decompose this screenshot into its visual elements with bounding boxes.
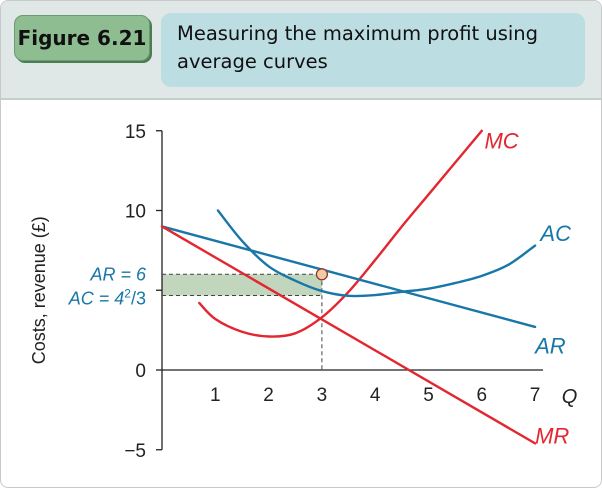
curves xyxy=(160,129,537,445)
y-axis-label: Costs, revenue (£) xyxy=(29,216,49,364)
x-axis-label: Q xyxy=(562,386,578,408)
x-ticks: 1 2 3 4 5 6 7 xyxy=(210,385,540,406)
annotation-ac-sup: 2 xyxy=(124,287,131,301)
series-label-mc: MC xyxy=(484,128,518,153)
x-tick-label: 5 xyxy=(423,385,434,406)
y-tick-label: 10 xyxy=(125,202,146,223)
curve-mr xyxy=(160,225,537,445)
x-tick-label: 2 xyxy=(263,385,274,406)
figure-label: Figure 6.21 xyxy=(14,15,150,61)
series-label-ar: AR xyxy=(533,333,566,358)
x-tick-label: 6 xyxy=(477,385,488,406)
curve-mc xyxy=(198,129,483,338)
x-tick-label: 1 xyxy=(210,385,221,406)
profit-area xyxy=(162,274,322,296)
series-label-ac: AC xyxy=(538,221,571,246)
annotation-ac-prefix: AC = 4 xyxy=(68,289,125,309)
x-tick-label: 7 xyxy=(530,385,541,406)
optimum-point xyxy=(315,268,329,281)
x-tick-label: 4 xyxy=(370,385,381,406)
y-tick-label: 15 xyxy=(125,122,146,143)
y-tick-label: −5 xyxy=(124,441,146,462)
x-tick-label: 3 xyxy=(317,385,328,406)
figure-header: Figure 6.21 Measuring the maximum profit… xyxy=(1,1,601,100)
figure-title-box: Measuring the maximum profit using avera… xyxy=(161,13,585,87)
curve-ac xyxy=(216,209,537,298)
annotation-ac-suffix: /3 xyxy=(131,289,146,309)
curve-ar xyxy=(160,225,537,329)
y-tick-label: 0 xyxy=(135,361,146,382)
annotation-ar: AR = 6 xyxy=(89,264,147,284)
series-label-mr: MR xyxy=(535,423,569,448)
figure-title: Measuring the maximum profit using avera… xyxy=(177,22,539,73)
y-ticks: 15 10 0 −5 xyxy=(124,122,162,462)
annotation-ac: AC = 42/3 xyxy=(68,287,146,309)
